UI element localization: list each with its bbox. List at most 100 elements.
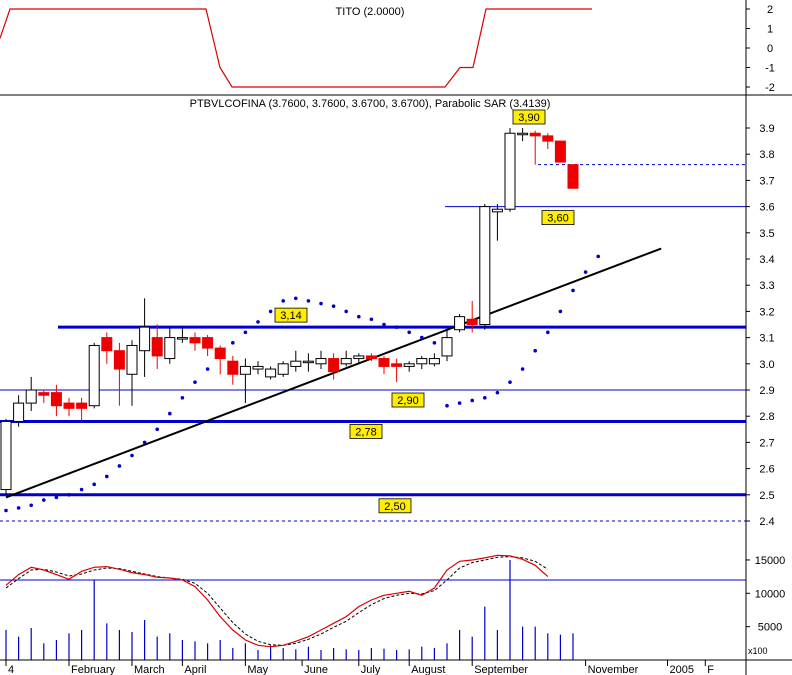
candle (491, 203, 503, 241)
candle-body (542, 135, 554, 142)
candle (416, 355, 428, 370)
candle (164, 327, 176, 364)
sar-point (508, 380, 512, 384)
sar-point (4, 508, 8, 513)
price-tick-label: 3.0 (759, 359, 774, 371)
sar-point (457, 401, 462, 405)
level-label-0: 3,14 (280, 310, 301, 322)
candle (554, 140, 566, 163)
candle (126, 340, 138, 406)
price-label-0-box (512, 109, 546, 125)
candle-body (491, 208, 503, 213)
sar-point (571, 288, 575, 293)
sar-point (54, 495, 59, 500)
x-tick-label: November (588, 664, 639, 675)
level-label-1-box (349, 424, 383, 439)
x-tick-label: September (474, 664, 528, 675)
sar-point (369, 317, 374, 322)
candle-body (504, 132, 516, 210)
candle-body (416, 358, 428, 365)
price-tick-label: 2.9 (759, 385, 774, 397)
price-tick-label: 2.4 (759, 516, 774, 528)
sar-point (596, 254, 600, 259)
candle-body (38, 392, 50, 396)
candle-body (454, 316, 466, 331)
tito-tick-label: -1 (765, 63, 775, 75)
price-title: PTBVLCOFINA (3.7600, 3.7600, 3.6700, 3.6… (190, 98, 551, 110)
price-tick-label: 3.8 (759, 149, 774, 161)
x-tick-label: 2005 (670, 664, 694, 675)
candle-body (479, 206, 491, 326)
tito-tick-label: 1 (767, 24, 773, 36)
candle (529, 130, 541, 165)
candle (391, 358, 403, 383)
candle (378, 355, 390, 375)
candle-body (126, 344, 138, 375)
candle-body (265, 368, 277, 378)
oscillator-main-line (5, 554, 549, 648)
candle-body (302, 360, 314, 364)
x-tick-label: March (134, 664, 165, 675)
candle (38, 390, 50, 404)
candle-body (25, 389, 37, 404)
sar-point (105, 474, 109, 479)
candle (454, 314, 466, 333)
candle-body (517, 132, 529, 136)
candle (441, 329, 453, 362)
level-label-3-box (391, 392, 425, 408)
sar-point (79, 487, 84, 492)
candle (504, 128, 516, 212)
sar-point (231, 341, 235, 345)
sar-point (344, 309, 349, 314)
candle (239, 358, 251, 404)
sar-point (382, 322, 386, 327)
price-tick-label: 3.7 (759, 175, 774, 187)
tito-y-axis: 2 1 0 -1 -2 (746, 4, 775, 94)
price-level-labels: 3,90 (512, 109, 546, 125)
candle (302, 353, 314, 372)
candlestick-series (0, 128, 579, 495)
sar-point (117, 464, 122, 468)
level-label-0-box (274, 307, 308, 323)
sar-point (520, 367, 525, 371)
candle (252, 361, 264, 375)
candle (290, 350, 302, 372)
candle-body (441, 337, 453, 357)
x-tick-label: July (361, 664, 381, 675)
volume-tick-label: 15000 (755, 555, 786, 567)
tito-title: TITO (2.0000) (336, 6, 405, 18)
sar-point (168, 411, 172, 416)
sar-point (268, 309, 273, 314)
sar-point (256, 320, 260, 324)
sar-point (357, 314, 361, 319)
sar-point (331, 304, 336, 308)
level-label-1: 2,78 (355, 426, 376, 438)
candle-body (76, 402, 88, 409)
price-panel: PTBVLCOFINA (3.7600, 3.7600, 3.6700, 3.6… (0, 98, 775, 528)
sar-point (420, 335, 424, 340)
candle-body (391, 363, 403, 367)
volume-panel: 15000 10000 5000 x100 (0, 554, 786, 660)
candle (88, 342, 100, 409)
candle-body (214, 347, 226, 360)
price-tick-label: 3.6 (759, 202, 774, 214)
x-axis: 4 February March April May June July August Sept… (5, 660, 714, 675)
sar-point (92, 482, 96, 487)
candle (113, 342, 125, 406)
parabolic-sar-series (4, 254, 600, 513)
candle-body (567, 164, 579, 189)
sar-point (306, 299, 311, 303)
sar-point (67, 493, 71, 497)
price-y-axis: 3.9 3.8 3.7 3.6 3.5 3.4 3.3 3.2 3.1 3.0 2.9 2.8 2.7 2… (746, 123, 775, 528)
x-tick-label: June (304, 664, 328, 675)
sar-point (180, 396, 185, 400)
candle (151, 324, 163, 370)
candle-body (466, 318, 478, 326)
price-tick-label: 3.3 (759, 280, 774, 292)
sar-point (470, 398, 475, 403)
x-tick-label: May (247, 664, 268, 675)
candle (25, 376, 37, 411)
sar-point (205, 367, 210, 371)
